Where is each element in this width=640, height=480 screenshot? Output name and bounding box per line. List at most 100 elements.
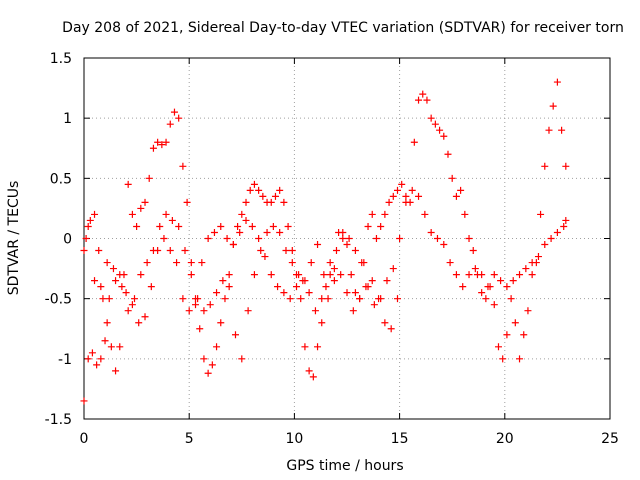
data-point xyxy=(332,247,340,255)
data-point xyxy=(223,235,231,242)
data-point xyxy=(116,343,124,351)
y-tick-label: -0.5 xyxy=(45,292,72,308)
y-tick-label: 0 xyxy=(63,232,72,248)
data-point xyxy=(181,247,189,255)
data-point xyxy=(330,277,338,285)
data-point xyxy=(147,283,155,291)
data-point xyxy=(154,247,162,255)
data-point xyxy=(459,283,467,291)
data-point xyxy=(128,210,136,218)
data-point xyxy=(97,283,105,291)
data-point xyxy=(299,277,307,285)
data-point xyxy=(280,198,288,206)
data-point xyxy=(337,271,345,279)
data-point xyxy=(375,295,383,303)
y-tick-label: 1 xyxy=(63,111,72,127)
data-point xyxy=(200,355,208,363)
data-point xyxy=(402,192,410,200)
data-point xyxy=(246,186,254,194)
data-point xyxy=(311,307,319,315)
data-point xyxy=(478,271,486,279)
data-point xyxy=(461,210,469,218)
data-point xyxy=(562,162,570,170)
data-point xyxy=(269,222,277,230)
data-point xyxy=(389,192,397,200)
chart-title: Day 208 of 2021, Sidereal Day-to-day VTE… xyxy=(62,20,624,36)
data-point xyxy=(494,343,502,351)
series-2 xyxy=(80,186,570,405)
data-point xyxy=(217,222,225,230)
data-point xyxy=(231,331,239,339)
data-point xyxy=(524,307,532,315)
data-point xyxy=(130,295,138,303)
data-point xyxy=(377,222,385,230)
data-point xyxy=(448,174,456,182)
data-point xyxy=(95,247,103,255)
data-point xyxy=(436,126,444,134)
data-point xyxy=(122,289,130,297)
data-point xyxy=(244,307,252,315)
data-point xyxy=(427,228,435,236)
data-point xyxy=(112,277,120,285)
data-point xyxy=(541,162,549,170)
data-point xyxy=(351,247,359,255)
data-point xyxy=(339,228,347,236)
data-point xyxy=(431,120,439,128)
data-point xyxy=(351,289,359,297)
data-point xyxy=(370,301,378,309)
y-axis-label: SDTVAR / TECUs xyxy=(6,181,22,296)
data-point xyxy=(322,283,330,291)
data-point xyxy=(179,162,187,170)
data-point xyxy=(326,271,334,279)
data-point xyxy=(318,319,326,327)
data-point xyxy=(280,289,288,297)
data-point xyxy=(440,132,448,140)
data-point xyxy=(301,343,309,351)
x-axis-label: GPS time / hours xyxy=(286,458,403,474)
data-point xyxy=(93,361,101,369)
data-point xyxy=(103,319,111,327)
data-point xyxy=(103,259,111,267)
data-point xyxy=(295,271,303,279)
data-point xyxy=(343,241,351,249)
data-point xyxy=(248,222,256,230)
y-tick-label: -1 xyxy=(58,352,72,368)
data-point xyxy=(528,271,536,279)
data-point xyxy=(255,235,263,242)
data-point xyxy=(383,277,391,285)
data-point xyxy=(149,144,157,152)
data-point xyxy=(276,186,284,194)
data-point xyxy=(503,331,511,339)
data-point xyxy=(541,241,549,249)
data-point xyxy=(238,210,246,218)
data-point xyxy=(507,295,515,303)
data-point xyxy=(364,222,372,230)
data-point xyxy=(276,228,284,236)
x-tick-label: 0 xyxy=(80,431,89,447)
data-point xyxy=(112,367,120,375)
data-point xyxy=(84,355,92,363)
data-point xyxy=(440,241,448,249)
data-point xyxy=(204,235,212,242)
data-point xyxy=(166,120,174,128)
data-point xyxy=(166,247,174,255)
series-1 xyxy=(80,78,570,381)
data-point xyxy=(347,271,355,279)
data-point xyxy=(200,307,208,315)
data-point xyxy=(452,271,460,279)
data-point xyxy=(133,222,141,230)
data-point xyxy=(109,265,117,273)
data-point xyxy=(389,265,397,273)
data-point xyxy=(107,343,115,351)
data-point xyxy=(288,259,296,267)
data-point xyxy=(490,271,498,279)
data-point xyxy=(402,198,410,206)
data-point xyxy=(408,186,416,194)
data-point xyxy=(175,222,183,230)
x-tick-label: 20 xyxy=(496,431,514,447)
data-point xyxy=(478,289,486,297)
data-point xyxy=(537,210,545,218)
data-point xyxy=(427,114,435,122)
data-point xyxy=(217,319,225,327)
data-point xyxy=(318,295,326,303)
